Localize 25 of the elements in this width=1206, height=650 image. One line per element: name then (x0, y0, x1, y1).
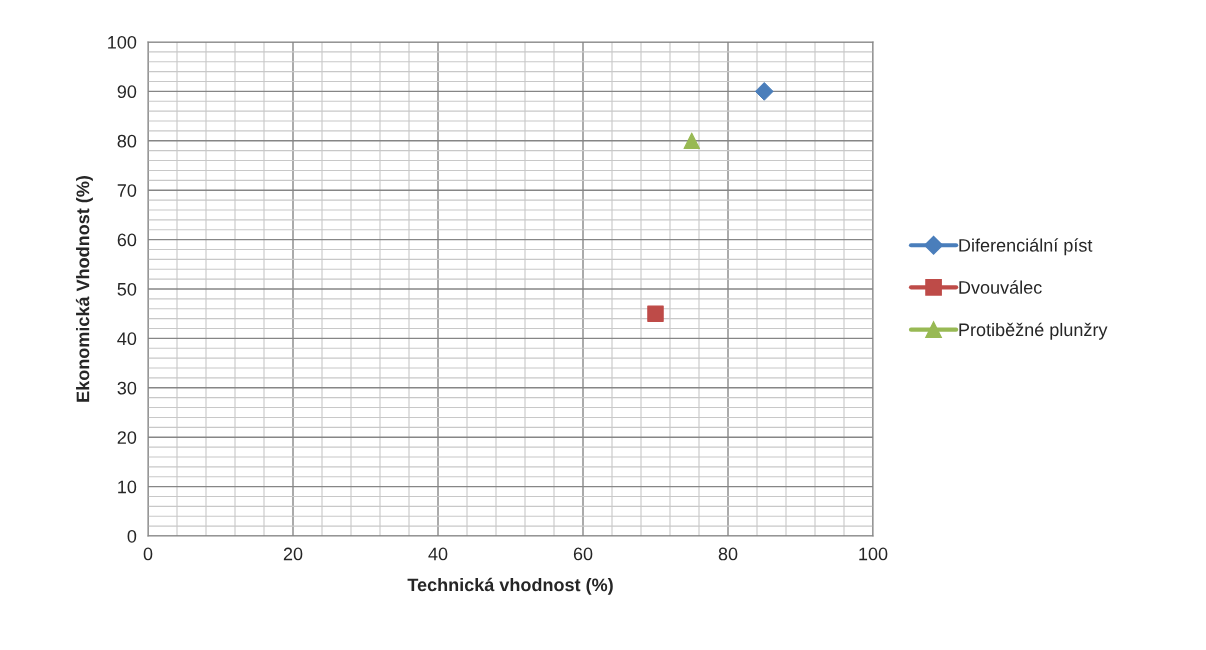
y-tick-label: 70 (117, 184, 137, 197)
y-tick-label: 40 (117, 332, 137, 346)
point (754, 82, 774, 101)
y-tick-label: 100 (108, 35, 137, 49)
y-tick-label: 90 (117, 85, 137, 99)
x-axis-title: Technická vhodnost (%) (407, 577, 613, 595)
x-tick-label: 100 (859, 547, 888, 561)
y-tick-label: 60 (117, 233, 137, 247)
x-tick-label: 0 (143, 547, 153, 561)
legend-label: Dvouválec (959, 280, 1042, 294)
y-tick-label: 10 (118, 480, 137, 494)
point (683, 132, 700, 150)
y-tick-label: 80 (117, 134, 137, 148)
point (647, 305, 664, 322)
y-tick-label: 0 (127, 529, 137, 543)
x-tick-label: 80 (718, 547, 738, 561)
x-tick-label: 60 (573, 547, 593, 561)
y-tick-label: 30 (117, 381, 137, 395)
x-tick-label: 40 (428, 547, 448, 561)
legend-label: Diferenciální píst (959, 238, 1093, 256)
y-tick-label: 20 (117, 431, 137, 444)
y-tick-label: 50 (117, 282, 137, 296)
x-tick-label: 20 (283, 547, 303, 561)
legend-label: Protiběžné plunžry (959, 322, 1108, 340)
y-axis-title: Ekonomická Vhodnost (%) (75, 176, 93, 402)
